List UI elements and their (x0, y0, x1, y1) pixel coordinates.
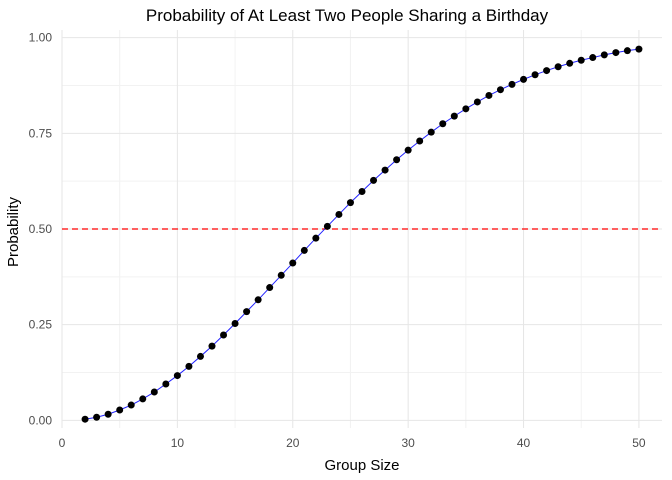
data-point (450, 112, 458, 120)
data-point (358, 187, 366, 195)
data-point (612, 49, 620, 57)
data-point (231, 320, 239, 328)
x-tick-labels: 0 10 20 30 40 50 (59, 436, 646, 450)
data-point (462, 105, 470, 113)
data-point (635, 45, 643, 53)
x-tick-label: 0 (59, 436, 66, 450)
chart-title: Probability of At Least Two People Shari… (146, 6, 549, 25)
data-point (393, 156, 401, 164)
data-point (554, 63, 562, 71)
x-tick-label: 30 (401, 436, 415, 450)
data-point (104, 410, 112, 418)
data-point (196, 352, 204, 360)
x-axis-title: Group Size (324, 457, 399, 474)
y-tick-label: 1.00 (29, 31, 53, 45)
data-point (473, 98, 481, 106)
data-point (150, 388, 158, 396)
data-point (127, 401, 135, 409)
data-point (520, 75, 528, 83)
data-point (439, 120, 447, 128)
data-point (566, 59, 574, 67)
data-points (81, 45, 643, 423)
data-point (346, 199, 354, 207)
data-point (381, 166, 389, 174)
data-point (139, 395, 147, 403)
data-point (496, 86, 504, 94)
data-point (289, 259, 297, 267)
data-point (312, 234, 320, 242)
data-point (277, 271, 285, 279)
data-point (300, 246, 308, 254)
data-point (208, 342, 216, 350)
y-tick-label: 0.25 (29, 318, 53, 332)
data-point (335, 210, 343, 218)
data-point (173, 372, 181, 380)
data-point (543, 67, 551, 75)
y-tick-label: 0.00 (29, 413, 53, 427)
data-point (266, 284, 274, 292)
data-point (370, 176, 378, 184)
data-point (185, 362, 193, 370)
data-point (600, 51, 608, 59)
data-point (93, 413, 101, 421)
data-point (589, 54, 597, 62)
x-tick-label: 20 (286, 436, 300, 450)
y-tick-label: 0.50 (29, 222, 53, 236)
data-point (427, 128, 435, 136)
x-tick-label: 50 (632, 436, 646, 450)
data-point (404, 146, 412, 154)
x-tick-label: 10 (171, 436, 185, 450)
data-point (323, 222, 331, 230)
y-tick-labels: 0.00 0.25 0.50 0.75 1.00 (29, 31, 53, 428)
data-point (508, 80, 516, 88)
data-point (577, 56, 585, 64)
data-point (220, 331, 228, 339)
data-point (531, 71, 539, 79)
series-line (84, 48, 639, 420)
y-axis-title: Probability (5, 196, 22, 267)
data-point (162, 380, 170, 388)
data-point (254, 296, 262, 304)
data-point (485, 91, 493, 99)
data-point (116, 406, 124, 414)
data-point (623, 47, 631, 55)
x-tick-label: 40 (517, 436, 531, 450)
y-tick-label: 0.75 (29, 126, 53, 140)
data-point (81, 415, 89, 423)
data-point (243, 308, 251, 316)
data-point (416, 137, 424, 145)
